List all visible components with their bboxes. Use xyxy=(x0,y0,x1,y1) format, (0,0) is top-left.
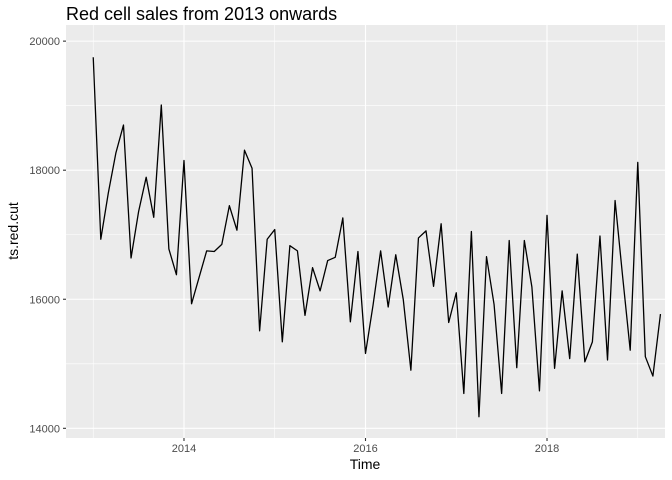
x-tick-label: 2018 xyxy=(535,443,559,455)
axis-tick-labels: 2014 2016 2018 14000 16000 18000 20000 xyxy=(29,36,559,455)
major-gridlines xyxy=(66,25,665,438)
x-tick-label: 2016 xyxy=(353,443,377,455)
y-axis-title: ts.red.cut xyxy=(5,202,21,260)
y-tick-label: 14000 xyxy=(29,423,60,435)
y-tick-label: 20000 xyxy=(29,36,60,48)
series-line xyxy=(92,57,662,418)
chart-title: Red cell sales from 2013 onwards xyxy=(66,4,337,24)
y-tick-label: 16000 xyxy=(29,294,60,306)
x-axis-title: Time xyxy=(350,456,381,472)
y-tick-label: 18000 xyxy=(29,165,60,177)
axis-ticks xyxy=(63,40,548,441)
x-tick-label: 2014 xyxy=(172,443,196,455)
